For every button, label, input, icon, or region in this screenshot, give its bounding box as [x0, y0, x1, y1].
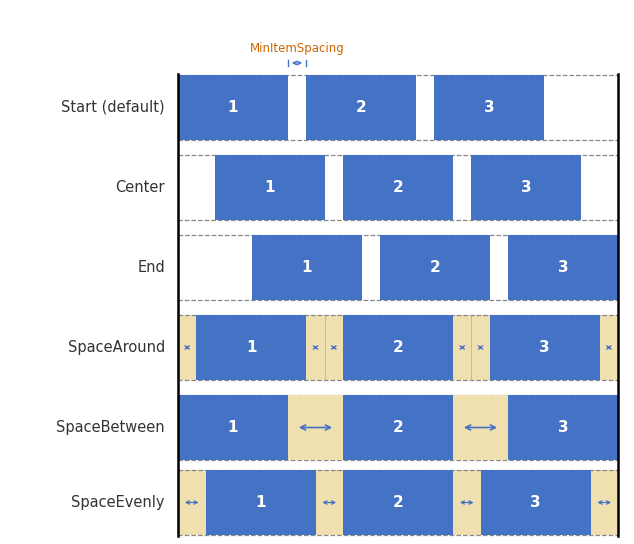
Bar: [178, 155, 618, 220]
Text: 2: 2: [392, 495, 403, 510]
Bar: [205, 470, 316, 535]
Text: SpaceBetween: SpaceBetween: [56, 420, 165, 435]
Bar: [178, 75, 618, 140]
Text: End: End: [137, 260, 165, 275]
Bar: [508, 395, 618, 460]
Text: 3: 3: [530, 495, 541, 510]
Text: 3: 3: [521, 180, 531, 195]
Text: 2: 2: [392, 420, 403, 435]
Bar: [178, 470, 618, 535]
Text: 1: 1: [228, 420, 238, 435]
Bar: [178, 315, 618, 380]
Bar: [252, 235, 362, 300]
Bar: [178, 75, 288, 140]
Bar: [343, 470, 453, 535]
Bar: [434, 75, 544, 140]
Bar: [288, 395, 343, 460]
Bar: [508, 235, 618, 300]
Text: 2: 2: [392, 180, 403, 195]
Text: Center: Center: [115, 180, 165, 195]
Bar: [306, 75, 416, 140]
Bar: [453, 395, 508, 460]
Bar: [178, 315, 618, 380]
Text: MinItemSpacing: MinItemSpacing: [250, 42, 344, 55]
Bar: [178, 395, 618, 460]
Bar: [481, 470, 590, 535]
Text: SpaceEvenly: SpaceEvenly: [72, 495, 165, 510]
Text: SpaceAround: SpaceAround: [68, 340, 165, 355]
Bar: [178, 395, 288, 460]
Bar: [197, 315, 306, 380]
Bar: [178, 235, 618, 300]
Text: 1: 1: [228, 100, 238, 115]
Bar: [343, 395, 453, 460]
Bar: [489, 315, 600, 380]
Bar: [178, 470, 618, 535]
Text: 3: 3: [484, 100, 495, 115]
Bar: [215, 155, 325, 220]
Text: 1: 1: [302, 260, 313, 275]
Bar: [380, 235, 490, 300]
Text: Start (default): Start (default): [61, 100, 165, 115]
Text: 3: 3: [540, 340, 550, 355]
Text: 2: 2: [356, 100, 366, 115]
Text: 2: 2: [430, 260, 441, 275]
Text: 3: 3: [558, 420, 568, 435]
Text: 1: 1: [265, 180, 275, 195]
Bar: [343, 155, 453, 220]
Text: 2: 2: [392, 340, 403, 355]
Text: 1: 1: [256, 495, 266, 510]
Bar: [178, 395, 618, 460]
Bar: [471, 155, 581, 220]
Text: 1: 1: [246, 340, 257, 355]
Bar: [343, 315, 453, 380]
Text: 3: 3: [558, 260, 568, 275]
